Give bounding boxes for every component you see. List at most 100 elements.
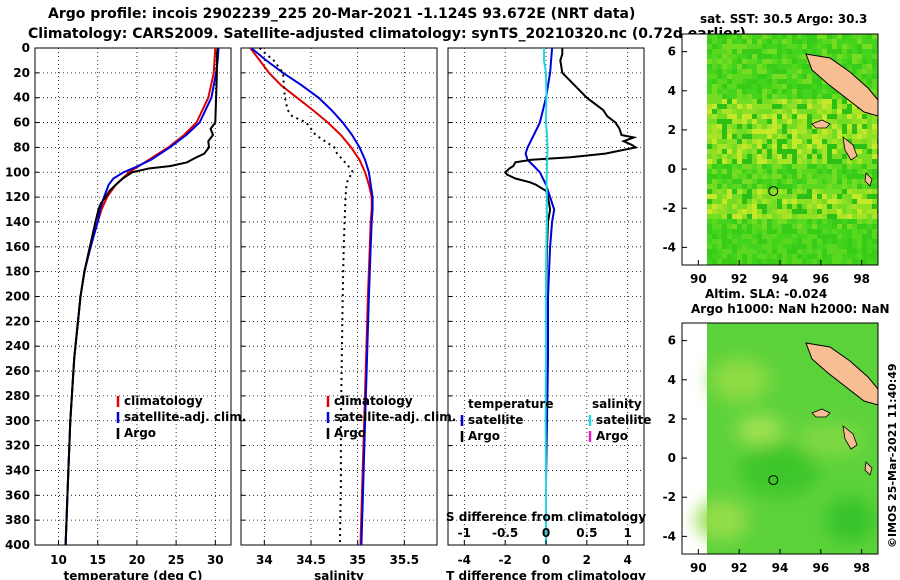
- sst-cell: [867, 199, 872, 204]
- sst-cell: [797, 259, 802, 264]
- sst-cell: [722, 64, 727, 69]
- sst-cell: [862, 174, 867, 179]
- sst-cell: [832, 44, 837, 49]
- sst-cell: [722, 119, 727, 124]
- sst-cell: [767, 139, 772, 144]
- sst-cell: [787, 159, 792, 164]
- sst-cell: [837, 234, 842, 239]
- sst-cell: [777, 194, 782, 199]
- sst-cell: [787, 64, 792, 69]
- sst-cell: [837, 34, 842, 39]
- sst-cell: [807, 229, 812, 234]
- y-tick-label: 340: [5, 463, 30, 477]
- sst-cell: [867, 169, 872, 174]
- sst-cell: [787, 104, 792, 109]
- sst-cell: [867, 194, 872, 199]
- sst-cell: [797, 69, 802, 74]
- sst-cell: [762, 104, 767, 109]
- map-x-tick-label: 98: [853, 272, 870, 286]
- sst-cell: [787, 179, 792, 184]
- sst-cell: [847, 54, 852, 59]
- sst-cell: [832, 144, 837, 149]
- map-x-tick-label: 96: [812, 561, 829, 575]
- sst-cell: [817, 164, 822, 169]
- x-axis-label: salinity: [314, 569, 364, 580]
- sst-cell: [747, 149, 752, 154]
- sst-cell: [752, 99, 757, 104]
- sst-cell: [712, 234, 717, 239]
- top-tick-label: 0.5: [576, 526, 597, 540]
- sst-cell: [802, 79, 807, 84]
- sst-cell: [857, 129, 862, 134]
- sst-cell: [872, 164, 877, 169]
- sst-cell: [847, 169, 852, 174]
- sst-cell: [762, 54, 767, 59]
- y-tick-label: 320: [5, 439, 30, 453]
- sla-map: [682, 323, 878, 554]
- sst-cell: [792, 209, 797, 214]
- sst-cell: [707, 99, 712, 104]
- sst-cell: [822, 134, 827, 139]
- sst-cell: [707, 94, 712, 99]
- sst-cell: [777, 84, 782, 89]
- sst-cell: [812, 44, 817, 49]
- sst-cell: [802, 114, 807, 119]
- sst-cell: [752, 214, 757, 219]
- sst-cell: [722, 209, 727, 214]
- sst-cell: [732, 224, 737, 229]
- sst-cell: [792, 214, 797, 219]
- sst-cell: [712, 174, 717, 179]
- sst-cell: [872, 69, 877, 74]
- sst-cell: [777, 44, 782, 49]
- sst-cell: [792, 139, 797, 144]
- sst-cell: [722, 229, 727, 234]
- sst-cell: [722, 114, 727, 119]
- sst-cell: [872, 179, 877, 184]
- sst-cell: [852, 204, 857, 209]
- sst-cell: [797, 194, 802, 199]
- sst-cell: [817, 174, 822, 179]
- sst-cell: [812, 74, 817, 79]
- sst-cell: [737, 44, 742, 49]
- sst-cell: [707, 259, 712, 264]
- sst-cell: [862, 34, 867, 39]
- sst-cell: [857, 179, 862, 184]
- sst-cell: [837, 204, 842, 209]
- sst-cell: [752, 64, 757, 69]
- sst-cell: [727, 94, 732, 99]
- sst-cell: [827, 234, 832, 239]
- sst-cell: [872, 54, 877, 59]
- sst-cell: [742, 219, 747, 224]
- sst-cell: [867, 64, 872, 69]
- sst-cell: [842, 114, 847, 119]
- sst-cell: [757, 79, 762, 84]
- sst-cell: [722, 39, 727, 44]
- sst-cell: [837, 159, 842, 164]
- sst-cell: [807, 194, 812, 199]
- sst-cell: [782, 159, 787, 164]
- sst-cell: [857, 244, 862, 249]
- sst-cell: [837, 169, 842, 174]
- sla-map-subtitle: Argo h1000: NaN h2000: NaN: [691, 302, 890, 316]
- sst-cell: [732, 54, 737, 59]
- sst-cell: [817, 49, 822, 54]
- sst-cell: [747, 99, 752, 104]
- sst-cell: [762, 184, 767, 189]
- sst-cell: [832, 129, 837, 134]
- sst-cell: [717, 229, 722, 234]
- sst-cell: [737, 224, 742, 229]
- sst-cell: [782, 139, 787, 144]
- sst-cell: [832, 99, 837, 104]
- sst-cell: [857, 219, 862, 224]
- sst-cell: [812, 259, 817, 264]
- legend-label: Argo: [334, 426, 366, 440]
- sst-cell: [742, 169, 747, 174]
- sst-cell: [727, 184, 732, 189]
- sst-cell: [852, 109, 857, 114]
- sst-cell: [807, 219, 812, 224]
- sst-cell: [822, 229, 827, 234]
- y-tick-label: 260: [5, 364, 30, 378]
- x-tick-label: 25: [168, 553, 185, 567]
- sst-cell: [857, 184, 862, 189]
- sst-cell: [812, 209, 817, 214]
